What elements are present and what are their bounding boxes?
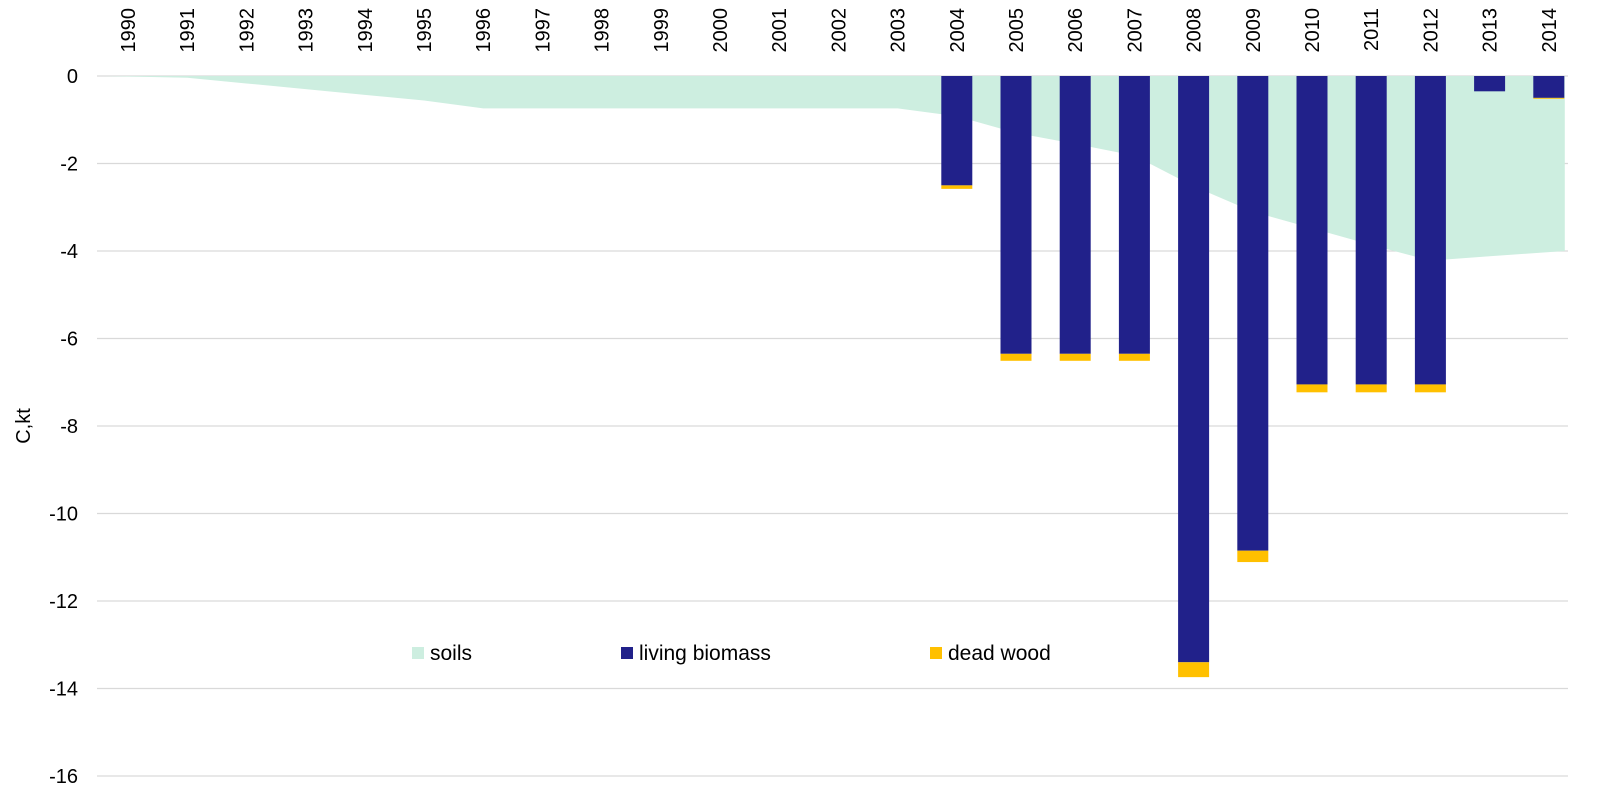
dead-wood-legend-label: dead wood [948,642,1051,665]
dead-wood-bar [1414,384,1446,393]
x-tick-label: 1997 [532,8,554,53]
dead-wood-bar [1237,550,1269,563]
x-tick-label: 2010 [1302,8,1324,53]
y-tick-label: -6 [60,329,78,351]
x-tick-label: 2013 [1480,8,1502,53]
x-tick-label: 1999 [651,8,673,53]
living-biomass-bar [941,76,973,186]
soils-legend-swatch [412,647,424,659]
y-tick-label: -10 [49,504,78,526]
y-tick-label: -16 [49,766,78,788]
x-tick-label: 1992 [236,8,258,53]
y-tick-label: -2 [60,154,78,176]
x-tick-label: 2006 [1065,8,1087,53]
y-tick-label: -8 [60,416,78,438]
dead-wood-bar [1178,662,1210,678]
x-tick-label: 2008 [1184,8,1206,53]
living-biomass-bar [1355,76,1387,385]
x-tick-label: 1994 [355,8,377,53]
dead-wood-bar [941,185,973,189]
x-tick-label: 2004 [947,8,969,53]
living-biomass-bar [1474,76,1506,92]
x-tick-label: 2001 [769,8,791,53]
x-tick-label: 2012 [1420,8,1442,53]
dead-wood-legend-swatch [930,647,942,659]
dead-wood-bar [1118,353,1150,361]
dead-wood-bar [1355,384,1387,393]
x-tick-label: 1995 [414,8,436,53]
dead-wood-bar [1059,353,1091,361]
living-biomass-legend-label: living biomass [639,642,771,665]
x-tick-label: 2003 [888,8,910,53]
y-tick-label: 0 [67,66,78,88]
soils-area-layer [103,76,1565,261]
bars-layer [941,76,1565,678]
x-axis-ticks: 1990 1991 1992 1993 1994 1995 1996 1997 1998 1999… [118,8,1561,53]
soils-legend-label: soils [430,642,472,665]
x-tick-label: 1990 [118,8,140,53]
dead-wood-bar [1296,384,1328,393]
y-axis-ticks: 0 -2 -4 -6 -8 -10 -12 -14 -16 [49,66,78,788]
x-tick-label: 2005 [1006,8,1028,53]
x-tick-label: 2007 [1124,8,1146,53]
x-tick-label: 2014 [1539,8,1561,53]
living-biomass-bar [1000,76,1032,354]
living-biomass-legend-swatch [621,647,633,659]
y-tick-label: -4 [60,241,78,263]
living-biomass-bar [1533,76,1565,98]
y-tick-label: -12 [49,591,78,613]
living-biomass-bar [1237,76,1269,551]
x-tick-label: 1991 [177,8,199,53]
x-tick-label: 1998 [592,8,614,53]
x-tick-label: 2011 [1361,8,1383,51]
x-tick-label: 1996 [473,8,495,53]
living-biomass-bar [1414,76,1446,385]
x-tick-label: 2002 [828,8,850,53]
gridlines [97,75,1568,777]
dead-wood-bar [1533,97,1565,99]
y-tick-label: -14 [49,679,78,701]
soils-area [103,76,1565,261]
x-tick-label: 2000 [710,8,732,53]
living-biomass-bar [1296,76,1328,385]
living-biomass-bar [1178,76,1210,663]
y-axis-title: C,kt [13,408,35,444]
legend: soils living biomass dead wood [412,642,1051,665]
living-biomass-bar [1118,76,1150,354]
living-biomass-bar [1059,76,1091,354]
x-tick-label: 2009 [1243,8,1265,53]
x-tick-label: 1993 [296,8,318,53]
dead-wood-bar [1000,353,1032,361]
